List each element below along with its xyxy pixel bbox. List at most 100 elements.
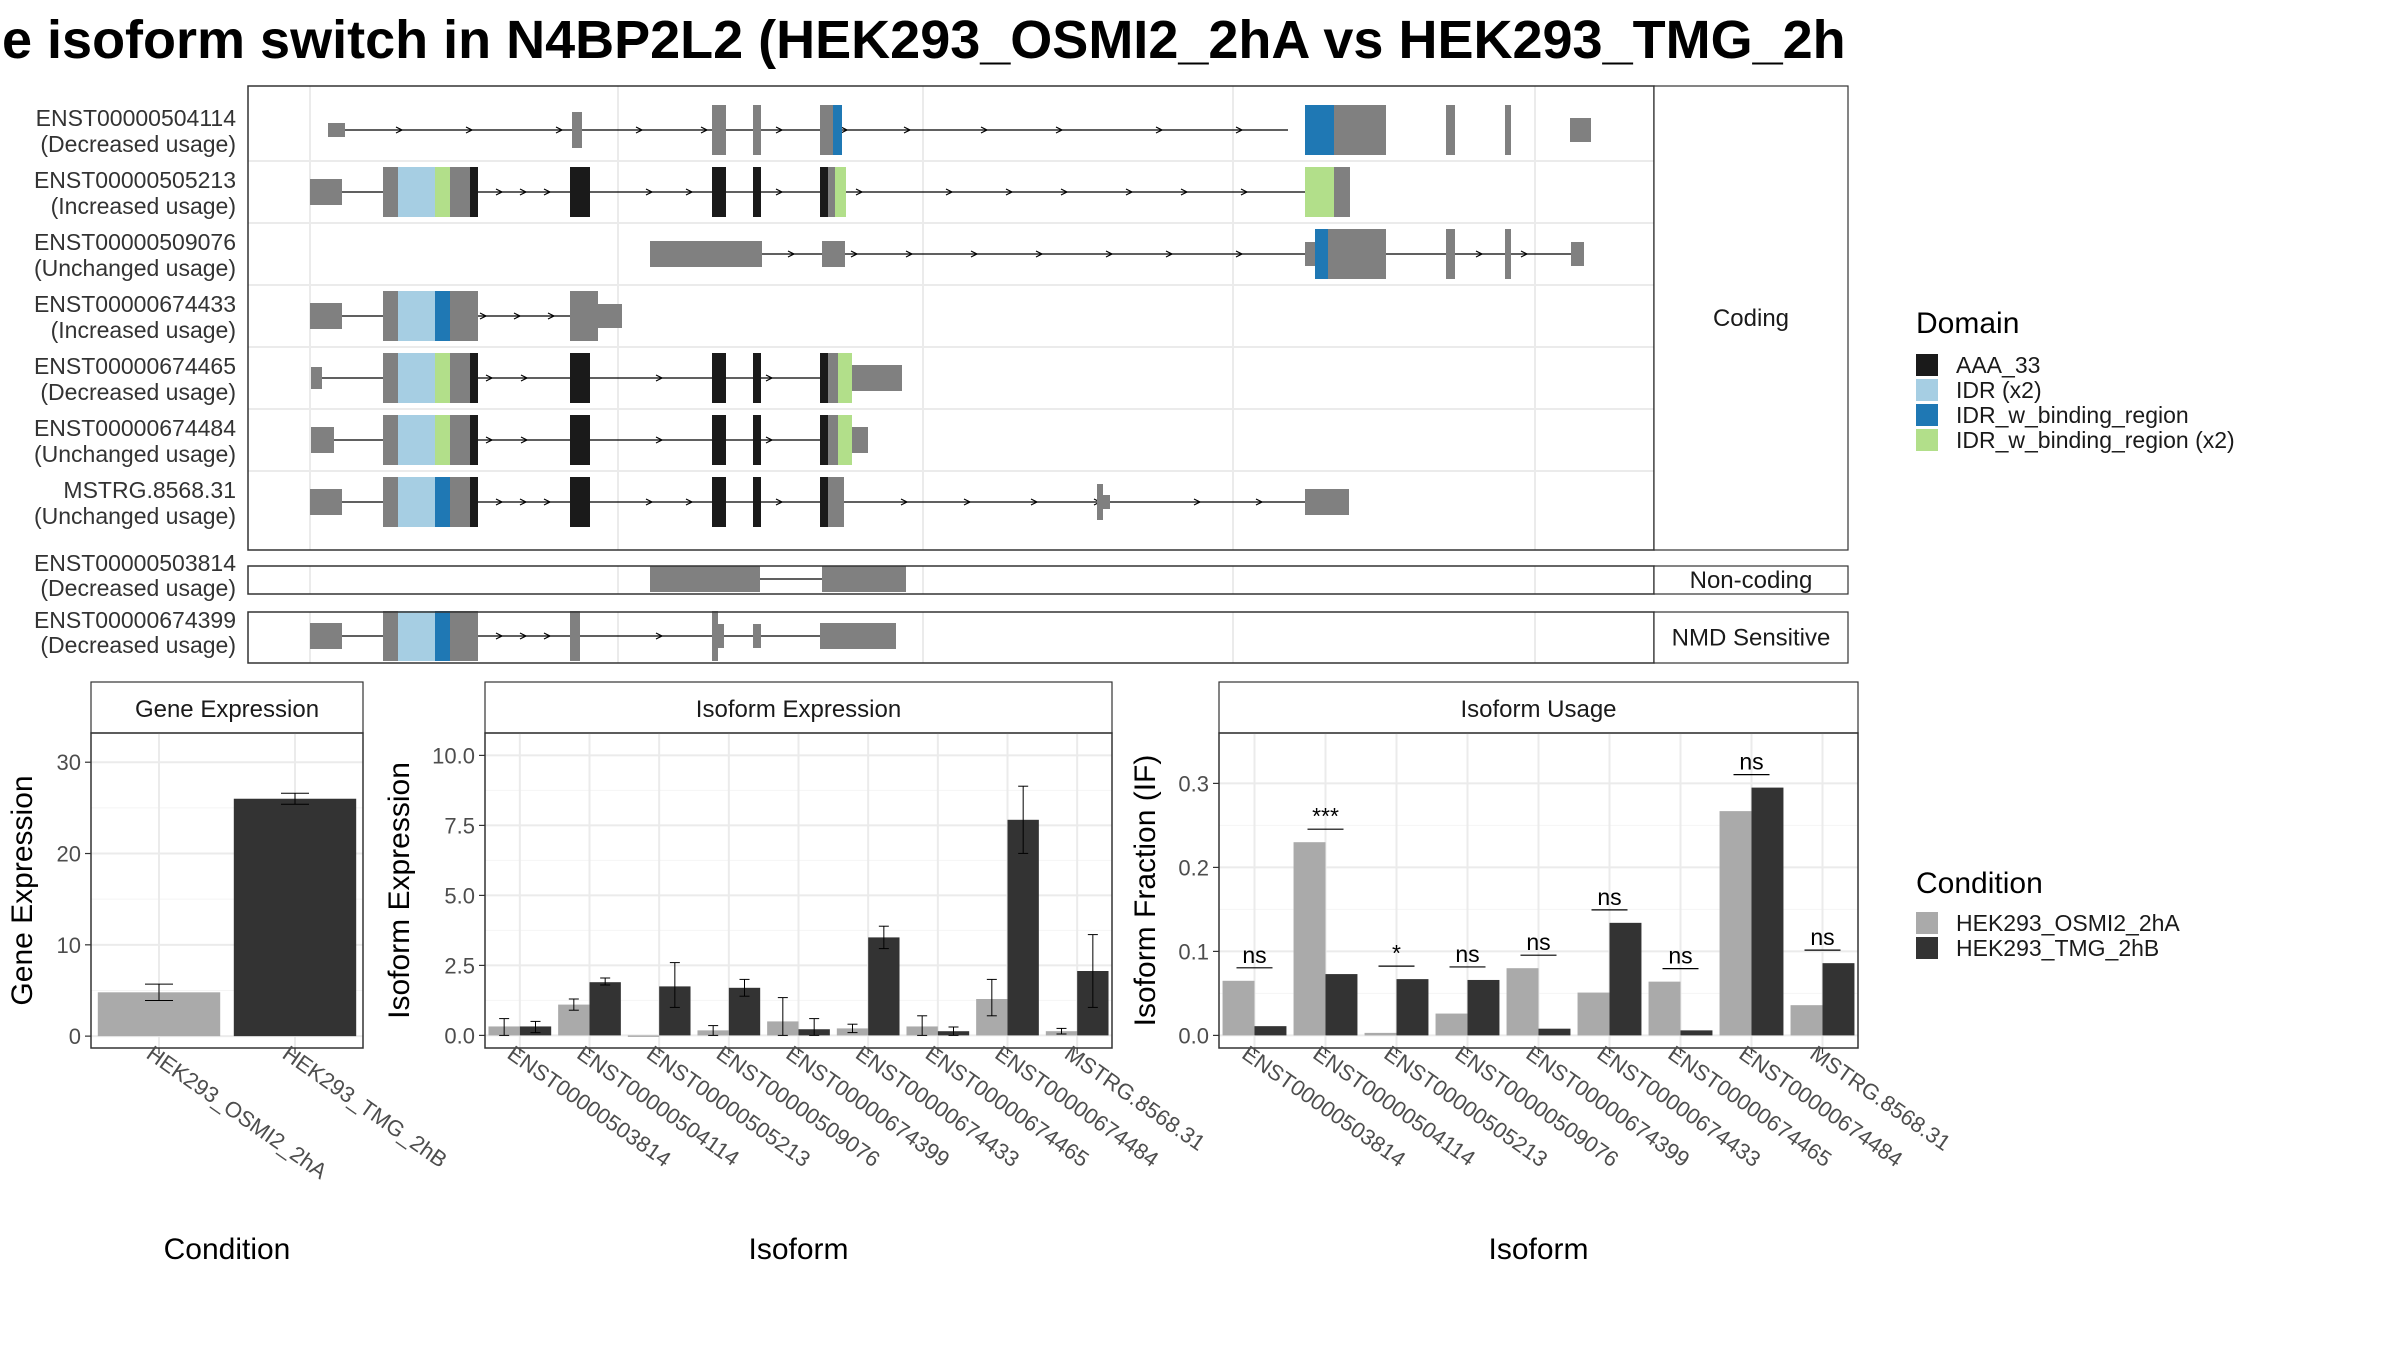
- y-tick-label: 10: [57, 933, 81, 958]
- facet-strip: [1653, 85, 1849, 551]
- exon: [828, 415, 838, 465]
- strand-arrow: [775, 126, 784, 134]
- exon: [1305, 242, 1315, 266]
- domain-segment: [570, 167, 590, 217]
- strand-arrow: [1155, 126, 1164, 134]
- domain-legend-label: IDR_w_binding_region: [1956, 402, 2189, 428]
- bar: [1254, 1026, 1287, 1036]
- domain-segment: [570, 477, 590, 527]
- panel-strip-label: Gene Expression: [135, 696, 319, 723]
- y-axis-title: Isoform Expression: [383, 762, 416, 1019]
- exon: [828, 167, 835, 217]
- domain-segment: [420, 415, 435, 465]
- strand-arrow: [700, 126, 709, 134]
- isoform-label: MSTRG.8568.31: [63, 477, 236, 503]
- x-axis-title: Condition: [164, 1233, 291, 1266]
- strand-arrow: [1255, 498, 1264, 506]
- domain-segment: [420, 353, 435, 403]
- domain-segment: [420, 477, 435, 527]
- facet-background: [248, 612, 1654, 663]
- strand-arrow: [1005, 188, 1014, 196]
- domain-segment: [712, 477, 726, 527]
- domain-segment: [407, 167, 420, 217]
- domain-segment: [435, 353, 450, 403]
- domain-segment: [470, 167, 478, 217]
- domain-segment: [398, 291, 407, 341]
- exon: [311, 427, 334, 453]
- domain-legend-key: [1916, 354, 1938, 376]
- exon: [598, 304, 622, 328]
- x-axis-title: Isoform: [1488, 1233, 1588, 1266]
- strand-arrow: [495, 498, 504, 506]
- y-tick-label: 5.0: [444, 883, 475, 908]
- condition-legend-label: HEK293_TMG_2hB: [1956, 935, 2159, 961]
- strand-arrow: [1030, 498, 1039, 506]
- y-axis-title: Isoform Fraction (IF): [1129, 755, 1162, 1027]
- strand-arrow: [547, 312, 556, 320]
- strand-arrow: [1165, 250, 1174, 258]
- facet-background: [248, 566, 1654, 594]
- exon: [820, 105, 833, 155]
- isoform-label: ENST00000674484: [34, 415, 236, 441]
- domain-segment: [420, 611, 435, 661]
- exon: [450, 291, 478, 341]
- exon: [753, 624, 761, 648]
- bar: [1719, 811, 1752, 1036]
- exon: [820, 623, 896, 649]
- strand-arrow: [1235, 126, 1244, 134]
- domain-segment: [407, 415, 420, 465]
- domain-segment: [470, 415, 478, 465]
- panel-strip-label: Isoform Usage: [1460, 696, 1616, 723]
- strand-arrow: [1180, 188, 1189, 196]
- strand-arrow: [900, 498, 909, 506]
- domain-segment: [407, 477, 420, 527]
- domain-legend-key: [1916, 404, 1938, 426]
- usage-label: (Increased usage): [51, 193, 236, 219]
- domain-segment: [712, 415, 726, 465]
- strand-arrow: [1055, 126, 1064, 134]
- exon: [712, 611, 718, 661]
- usage-label: (Unchanged usage): [34, 255, 236, 281]
- bar: [233, 798, 357, 1037]
- domain-segment: [570, 415, 590, 465]
- exon: [712, 105, 726, 155]
- bar: [868, 937, 900, 1036]
- strand-arrow: [645, 188, 654, 196]
- exon: [852, 365, 902, 391]
- domain-segment: [820, 353, 828, 403]
- bar: [1222, 980, 1255, 1036]
- bar: [1609, 922, 1642, 1036]
- significance-label: ns: [1526, 929, 1550, 955]
- strand-arrow: [465, 126, 474, 134]
- strand-arrow: [765, 436, 774, 444]
- condition-legend-title: Condition: [1916, 867, 2043, 900]
- strand-arrow: [543, 188, 552, 196]
- transcript-enst00000504114: [328, 105, 1591, 155]
- exon: [383, 415, 398, 465]
- panel-strip: [90, 681, 364, 734]
- domain-segment: [838, 415, 852, 465]
- strand-arrow: [903, 126, 912, 134]
- significance-label: ns: [1739, 749, 1763, 775]
- isoform-label: ENST00000674465: [34, 353, 236, 379]
- domain-segment: [753, 353, 761, 403]
- bar: [589, 982, 621, 1036]
- transcript-enst00000505213: [310, 167, 1350, 217]
- y-tick-label: 30: [57, 750, 81, 775]
- strand-arrow: [543, 632, 552, 640]
- strand-arrow: [1193, 498, 1202, 506]
- transcript-enst00000674484: [311, 415, 868, 465]
- bar: [1648, 981, 1681, 1036]
- domain-legend-title: Domain: [1916, 307, 2019, 340]
- exon: [718, 624, 724, 648]
- bar: [1293, 842, 1326, 1036]
- y-tick-label: 0.0: [1178, 1023, 1209, 1048]
- strand-arrow: [555, 126, 564, 134]
- bar: [1538, 1028, 1571, 1036]
- significance-label: *: [1392, 940, 1401, 966]
- strand-arrow: [485, 436, 494, 444]
- bar: [1506, 968, 1539, 1036]
- strand-arrow: [855, 188, 864, 196]
